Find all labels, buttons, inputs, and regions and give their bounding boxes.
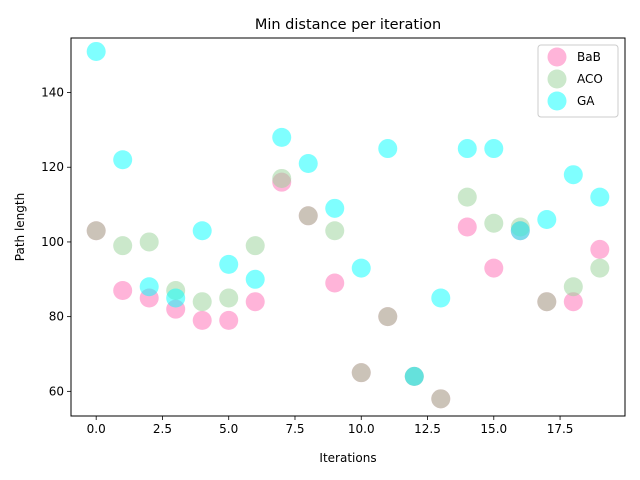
point-ga-16 — [510, 221, 530, 241]
point-aco-13 — [431, 389, 451, 409]
point-ga-6 — [245, 269, 265, 289]
x-tick-label: 0.0 — [87, 422, 106, 436]
point-aco-19 — [590, 258, 610, 278]
x-axis-ticks: 0.0 2.5 5.0 7.5 10.0 12.5 15.0 17.5 — [87, 416, 574, 436]
point-aco-2 — [139, 232, 159, 252]
plot-frame — [70, 37, 626, 417]
point-ga-12 — [404, 366, 424, 386]
point-ga-17 — [537, 210, 557, 230]
point-ga-11 — [378, 139, 398, 159]
point-ga-8 — [298, 154, 318, 173]
y-tick-label: 80 — [49, 310, 64, 324]
x-tick-label: 5.0 — [219, 422, 238, 436]
legend-marker-aco — [547, 69, 567, 89]
point-aco-14 — [457, 187, 477, 207]
point-aco-9 — [325, 221, 345, 241]
y-axis-ticks: 60 80 100 120 140 — [41, 86, 71, 398]
point-ga-13 — [431, 288, 451, 308]
point-ga-19 — [590, 187, 610, 207]
y-tick-label: 120 — [41, 160, 64, 174]
point-aco-11 — [378, 307, 398, 327]
point-bab-15 — [484, 258, 504, 278]
x-tick-label: 15.0 — [480, 422, 507, 436]
y-tick-label: 140 — [41, 86, 64, 100]
point-aco-15 — [484, 213, 504, 233]
point-aco-0 — [86, 221, 106, 241]
point-bab-4 — [192, 310, 212, 330]
data-points — [86, 41, 610, 409]
y-tick-label: 60 — [49, 384, 64, 398]
point-aco-4 — [192, 292, 212, 312]
point-ga-5 — [219, 254, 239, 274]
x-tick-label: 17.5 — [547, 422, 574, 436]
point-ga-18 — [563, 165, 583, 185]
point-bab-14 — [457, 217, 477, 237]
legend-label-bab: BaB — [577, 50, 601, 64]
point-bab-19 — [590, 239, 610, 259]
legend: BaB ACO GA — [537, 44, 619, 118]
point-ga-9 — [325, 198, 345, 218]
point-aco-5 — [219, 288, 239, 308]
point-ga-0 — [86, 41, 106, 61]
point-bab-6 — [245, 292, 265, 312]
legend-label-aco: ACO — [577, 72, 603, 86]
point-aco-10 — [351, 363, 371, 383]
x-tick-label: 12.5 — [414, 422, 441, 436]
point-bab-18 — [563, 292, 583, 312]
legend-marker-ga — [547, 91, 567, 111]
x-tick-label: 10.0 — [348, 422, 375, 436]
point-bab-1 — [113, 281, 133, 300]
x-tick-label: 7.5 — [285, 422, 304, 436]
point-ga-2 — [139, 277, 159, 297]
point-ga-3 — [166, 288, 186, 308]
legend-label-ga: GA — [577, 94, 595, 108]
point-aco-17 — [537, 292, 557, 312]
point-ga-15 — [484, 139, 504, 159]
point-aco-18 — [563, 277, 583, 297]
point-aco-8 — [298, 206, 318, 226]
point-ga-1 — [113, 150, 133, 170]
point-ga-14 — [457, 139, 477, 159]
point-aco-1 — [113, 236, 133, 256]
legend-marker-bab — [547, 47, 567, 67]
y-axis-title: Path length — [13, 193, 27, 261]
point-aco-7 — [272, 168, 292, 188]
point-aco-6 — [245, 236, 265, 256]
point-ga-10 — [351, 258, 371, 278]
point-ga-4 — [192, 221, 212, 241]
x-tick-label: 2.5 — [153, 422, 172, 436]
x-axis-title: Iterations — [319, 451, 376, 465]
chart-title: Min distance per iteration — [255, 17, 441, 33]
point-bab-9 — [325, 273, 345, 293]
point-bab-5 — [219, 310, 239, 330]
point-ga-7 — [272, 127, 292, 147]
y-tick-label: 100 — [41, 235, 64, 249]
